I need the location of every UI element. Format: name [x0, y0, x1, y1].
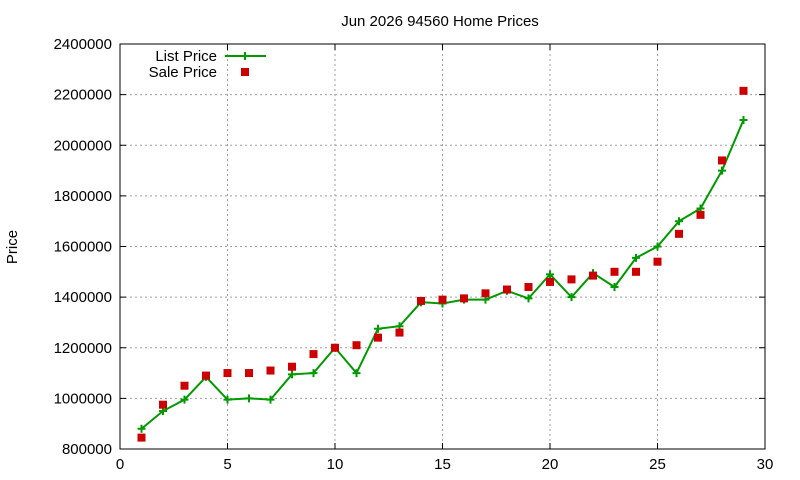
sale-price-point: [309, 350, 318, 359]
sale-price-point: [395, 328, 404, 337]
sale-price-point: [288, 362, 296, 371]
list-price-point: [739, 115, 748, 124]
sale-price-point: [245, 369, 253, 378]
x-tick-label: 20: [542, 456, 559, 473]
x-tick-label: 5: [223, 456, 231, 473]
list-price-point: [567, 293, 576, 302]
sale-price-point: [675, 229, 683, 238]
sale-price-point: [503, 285, 511, 294]
y-tick-label: 1800000: [54, 188, 112, 205]
sale-price-point: [223, 369, 232, 378]
list-price-point: [675, 217, 683, 226]
sale-price-point: [159, 400, 167, 409]
list-price-point: [718, 166, 726, 175]
x-tick-label: 15: [434, 456, 451, 473]
sale-price-point: [352, 341, 361, 350]
sale-price-point: [739, 86, 748, 95]
sale-price-point: [331, 343, 339, 352]
y-tick-label: 2200000: [54, 87, 112, 104]
sale-price-point: [438, 295, 447, 304]
series-sale-price: [137, 86, 748, 442]
y-tick-label: 800000: [62, 441, 112, 458]
sale-price-point: [481, 289, 490, 298]
list-price-point: [266, 395, 275, 404]
y-tick-label: 1000000: [54, 390, 112, 407]
y-tick-label: 2400000: [54, 36, 112, 53]
sale-price-point: [632, 267, 640, 276]
y-axis-label: Price: [4, 230, 21, 264]
list-price-point: [180, 395, 189, 404]
x-tick-label: 10: [327, 456, 344, 473]
list-price-point: [288, 370, 296, 379]
list-price-point: [309, 369, 318, 378]
legend-label: List Price: [155, 48, 217, 65]
axes: 0 5 10 15 20 25 30 800000 1000000 1200000 1400000 1…: [54, 36, 774, 473]
sale-price-point: [589, 271, 597, 280]
legend-cross-swatch: [241, 52, 249, 60]
y-tick-label: 1400000: [54, 289, 112, 306]
list-price-point: [137, 424, 146, 433]
x-tick-label: 25: [649, 456, 666, 473]
sale-price-point: [718, 156, 726, 165]
plot-frame: [119, 43, 766, 450]
chart-title: Jun 2026 94560 Home Prices: [341, 13, 539, 30]
list-price-point: [610, 283, 619, 291]
x-tick-label: 0: [116, 456, 124, 473]
list-price-point: [546, 270, 554, 279]
legend-square-swatch: [241, 68, 249, 76]
list-price-point: [245, 394, 253, 403]
sale-price-point: [696, 210, 705, 219]
legend-label: Sale Price: [149, 64, 217, 81]
sale-price-point: [610, 267, 619, 276]
list-price-point: [653, 242, 662, 251]
y-tick-label: 1600000: [54, 239, 112, 256]
list-price-point: [223, 395, 232, 404]
sale-price-point: [137, 433, 146, 442]
list-price-point: [374, 324, 382, 333]
sale-price-point: [374, 333, 382, 342]
sale-price-point: [653, 257, 662, 266]
sale-price-point: [266, 366, 275, 375]
sale-price-point: [524, 283, 533, 291]
sale-price-point: [546, 277, 554, 286]
list-price-point: [632, 253, 640, 262]
data-series: [137, 86, 748, 442]
sale-price-point: [460, 294, 468, 303]
sale-price-point: [202, 371, 210, 380]
list-price-point: [524, 294, 533, 303]
list-price-point: [352, 369, 361, 378]
sale-price-point: [417, 296, 425, 305]
y-tick-label: 1200000: [54, 340, 112, 357]
x-tick-label: 30: [757, 456, 774, 473]
sale-price-point: [180, 381, 189, 390]
y-tick-label: 2000000: [54, 137, 112, 154]
sale-price-point: [567, 275, 576, 284]
